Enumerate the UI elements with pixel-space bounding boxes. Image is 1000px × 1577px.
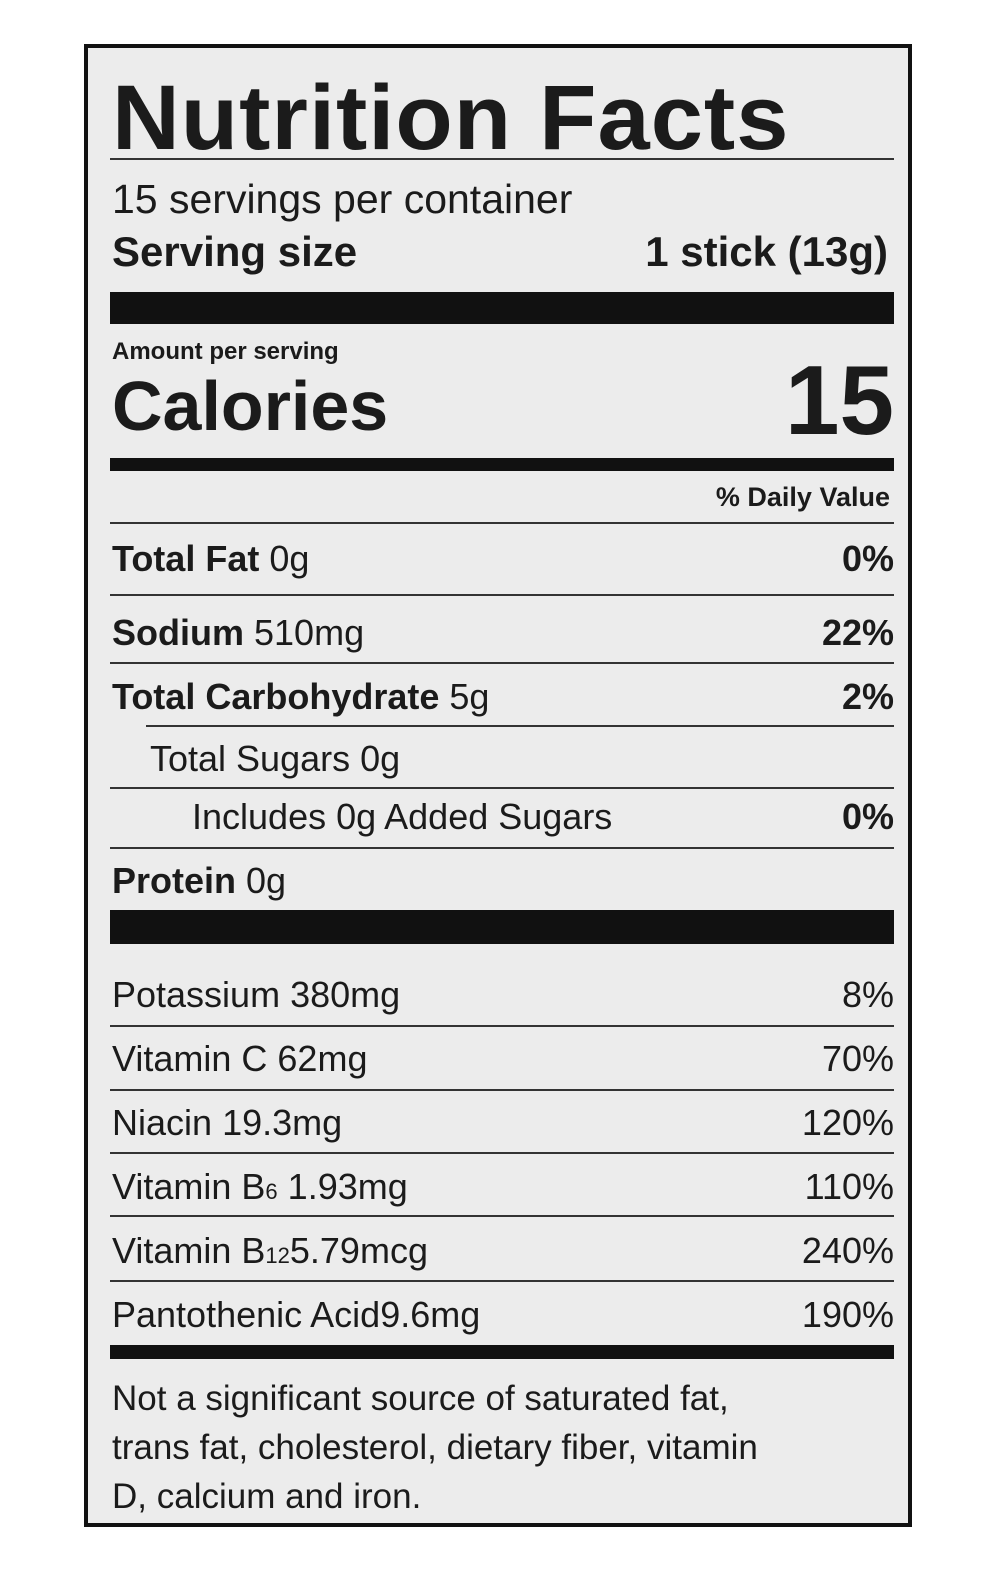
divider (110, 158, 894, 160)
thick-divider (110, 910, 894, 944)
nutrient-row-added-sugars: Includes 0g Added Sugars (192, 796, 613, 837)
nutrient-row-protein: Protein 0g (112, 860, 286, 902)
vitamin-amount: 1.93mg (287, 1166, 408, 1207)
vitamin-amount: 5.79mcg (289, 1230, 428, 1271)
divider (110, 1152, 894, 1154)
footnote: Not a significant source of saturated fa… (112, 1374, 758, 1521)
calories-value: 15 (784, 345, 894, 455)
serving-size-label: Serving size (112, 228, 358, 275)
nutrient-amount: 5g (449, 676, 490, 717)
footnote-line: trans fat, cholesterol, dietary fiber, v… (112, 1428, 758, 1467)
vitamin-amount: 62mg (277, 1038, 368, 1079)
vitamin-name: Niacin (112, 1102, 213, 1143)
nutrition-facts-label: Nutrition Facts 15 servings per containe… (84, 44, 912, 1527)
vitamin-row-vitamin-b6: Vitamin B6 1.93mg (112, 1166, 408, 1208)
vitamin-name: Vitamin B (112, 1166, 266, 1207)
divider (110, 594, 894, 596)
divider (110, 1089, 894, 1091)
vitamin-name: Pantothenic Acid (112, 1294, 381, 1335)
vitamin-dv: 190% (801, 1294, 894, 1335)
vitamin-row-vitamin-c: Vitamin C 62mg (112, 1038, 367, 1080)
vitamin-dv: 110% (804, 1166, 894, 1207)
divider (110, 1215, 894, 1217)
divider (110, 522, 894, 524)
footnote-line: Not a significant source of saturated fa… (112, 1379, 729, 1418)
nutrient-dv: 2% (841, 676, 894, 717)
label-title: Nutrition Facts (112, 67, 790, 169)
divider (110, 1280, 894, 1282)
divider (110, 847, 894, 849)
amount-per-serving: Amount per serving (112, 338, 339, 365)
vitamin-row-vitamin-b12: Vitamin B125.79mcg (112, 1230, 428, 1272)
vitamin-row-niacin: Niacin 19.3mg (112, 1102, 342, 1144)
serving-size-value: 1 stick (13g) (645, 228, 888, 275)
calories-label: Calories (112, 367, 389, 445)
vitamin-dv: 70% (821, 1038, 894, 1079)
divider (110, 1025, 894, 1027)
vitamin-row-pantothenic-acid: Pantothenic Acid9.6mg (112, 1294, 480, 1336)
medium-divider (110, 458, 894, 471)
vitamin-amount: 9.6mg (380, 1294, 481, 1335)
nutrient-row-sodium: Sodium 510mg (112, 612, 364, 654)
nutrient-row-total-carbohydrate: Total Carbohydrate 5g (112, 676, 489, 718)
vitamin-name: Vitamin C (112, 1038, 268, 1079)
nutrient-row-total-fat: Total Fat 0g (112, 538, 309, 580)
daily-value-header: % Daily Value (715, 482, 890, 512)
vitamin-amount: 380mg (290, 974, 401, 1015)
vitamin-name: Vitamin B (112, 1230, 266, 1271)
nutrient-amount: 510mg (254, 612, 365, 653)
nutrient-dv: 22% (821, 612, 894, 653)
servings-per-container: 15 servings per container (112, 176, 573, 222)
nutrient-name: Total Carbohydrate (112, 676, 440, 717)
nutrient-name: Total Fat (112, 538, 260, 579)
nutrient-name: Protein (112, 860, 237, 901)
divider (110, 787, 894, 789)
nutrient-name: Sodium (112, 612, 244, 653)
vitamin-subscript: 6 (265, 1179, 278, 1204)
nutrient-amount: 0g (269, 538, 310, 579)
medium-divider (110, 1345, 894, 1359)
nutrient-amount: 0g (360, 738, 401, 779)
thick-divider (110, 292, 894, 324)
vitamin-row-potassium: Potassium 380mg (112, 974, 400, 1016)
vitamin-dv: 240% (801, 1230, 894, 1271)
vitamin-dv: 8% (841, 974, 894, 1015)
nutrient-dv: 0% (841, 796, 894, 837)
divider (146, 725, 894, 727)
vitamin-amount: 19.3mg (222, 1102, 343, 1143)
divider (110, 662, 894, 664)
vitamin-name: Potassium (112, 974, 281, 1015)
vitamin-subscript: 12 (265, 1243, 290, 1268)
nutrient-name: Total Sugars (150, 738, 351, 779)
footnote-line: D, calcium and iron. (112, 1477, 422, 1516)
vitamin-dv: 120% (801, 1102, 894, 1143)
nutrient-row-total-sugars: Total Sugars 0g (150, 738, 400, 780)
nutrient-dv: 0% (841, 538, 894, 579)
nutrient-amount: 0g (246, 860, 287, 901)
